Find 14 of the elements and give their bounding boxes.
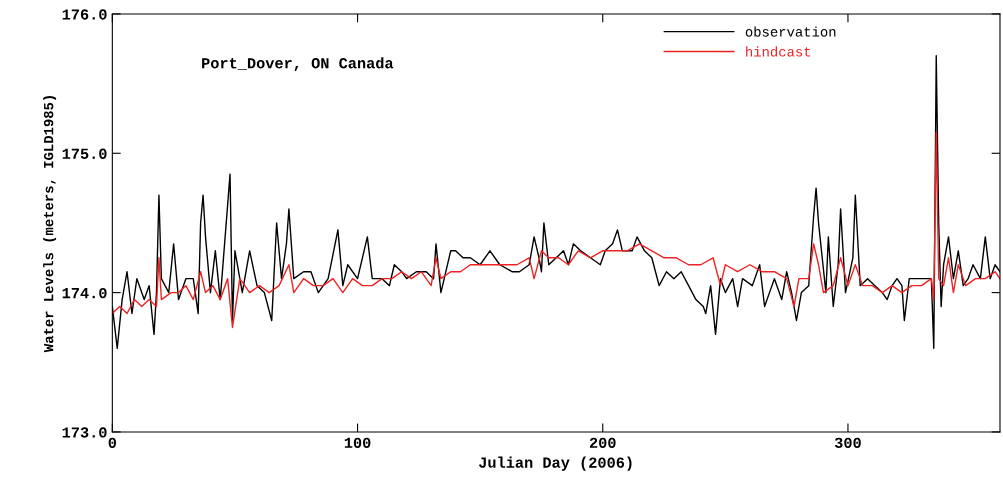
y-tick-label: 176.0 [62, 9, 107, 20]
y-tick-label: 175.0 [62, 148, 107, 159]
y-tick-label: 173.0 [62, 427, 107, 438]
line-series [112, 131, 1000, 329]
x-tick-label: 0 [108, 437, 117, 449]
x-axis-title: Julian Day (2006) [478, 456, 632, 471]
legend-label: observation [745, 26, 836, 37]
x-tick-label: 300 [834, 437, 861, 449]
y-tick-label: 174.0 [62, 287, 107, 299]
x-tick-label: 200 [589, 437, 616, 449]
legend-label: hindcast [746, 46, 811, 57]
text: Port_Dover, ON Canada [202, 57, 394, 71]
x-tick-label: 100 [344, 437, 371, 449]
y-axis-title: Water Levels (meters, IGLD1985) [43, 96, 57, 353]
